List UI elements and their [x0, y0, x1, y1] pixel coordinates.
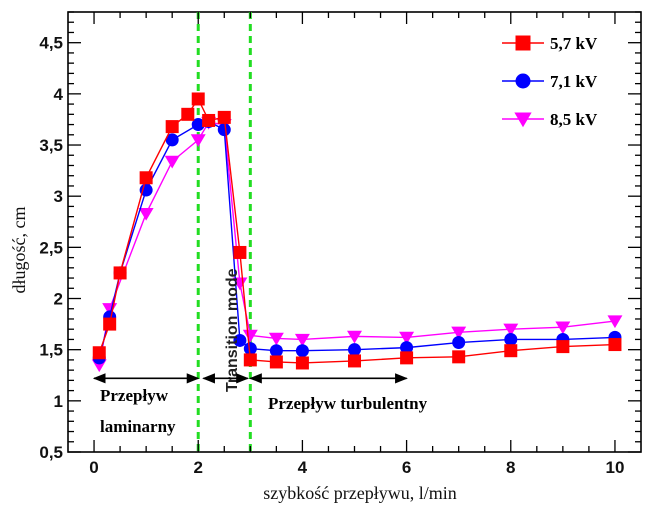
- data-point: [607, 315, 623, 329]
- data-point: [504, 332, 518, 346]
- data-point: [503, 323, 519, 337]
- x-tick-label: 4: [298, 458, 308, 477]
- series-line: [98, 120, 615, 359]
- legend-marker: [515, 73, 531, 89]
- y-axis-title: długość, cm: [9, 207, 29, 294]
- legend: 5,7 kV 7,1 kV 8,5 kV: [502, 34, 598, 129]
- axis-ticks: 0 2 4 6 8 10 0,5 1 1,5 2 2,5 3 3,5 4 4,5: [39, 11, 641, 477]
- y-tick-label: 3,5: [39, 136, 63, 155]
- y-tick-label: 2,5: [39, 238, 63, 257]
- data-point: [217, 123, 231, 137]
- legend-label: 5,7 kV: [550, 34, 598, 53]
- x-tick-label: 6: [402, 458, 411, 477]
- data-point: [103, 317, 117, 331]
- data-point: [348, 354, 361, 368]
- data-point: [400, 351, 414, 365]
- data-point: [399, 331, 415, 345]
- x-tick-label: 10: [605, 458, 624, 477]
- data-point: [233, 245, 247, 259]
- data-point: [190, 134, 206, 148]
- x-axis-title: szybkość przepływu, l/min: [263, 483, 456, 503]
- y-tick-label: 2: [54, 290, 63, 309]
- data-point: [181, 107, 195, 121]
- x-tick-label: 2: [193, 458, 202, 477]
- y-tick-label: 3: [54, 187, 63, 206]
- data-point: [348, 343, 361, 357]
- data-point: [556, 340, 570, 354]
- data-point: [269, 355, 283, 369]
- annotation-turbulent: Przepływ turbulentny: [268, 394, 428, 413]
- series-0: [92, 92, 622, 370]
- series-layer: [91, 92, 623, 373]
- y-tick-label: 4,5: [39, 34, 63, 53]
- data-point: [243, 342, 257, 356]
- annotation-transition: Transition mode: [224, 268, 241, 392]
- data-point: [138, 207, 154, 221]
- series-2: [91, 116, 623, 373]
- x-tick-label: 8: [506, 458, 515, 477]
- data-point: [452, 336, 466, 350]
- annotation-laminar-line2: laminarny: [100, 417, 176, 436]
- data-point: [139, 183, 153, 197]
- x-tick-label: 0: [89, 458, 98, 477]
- data-point: [555, 321, 571, 335]
- data-point: [269, 344, 283, 358]
- data-point: [294, 333, 310, 347]
- series-1: [92, 114, 622, 365]
- data-point: [202, 113, 216, 127]
- data-point: [165, 133, 179, 147]
- legend-label: 8,5 kV: [550, 110, 598, 129]
- data-point: [608, 338, 622, 352]
- annotation-laminar-line1: Przepływ: [100, 386, 169, 405]
- y-tick-label: 0,5: [39, 443, 63, 462]
- data-point: [139, 171, 153, 185]
- data-point: [295, 356, 309, 370]
- data-point: [295, 344, 309, 358]
- data-point: [113, 266, 127, 280]
- data-point: [217, 110, 231, 124]
- data-point: [165, 120, 179, 134]
- data-point: [242, 329, 258, 343]
- data-point: [400, 341, 414, 355]
- data-point: [233, 333, 247, 347]
- legend-marker: [515, 35, 531, 51]
- legend-marker: [514, 112, 532, 128]
- data-point: [452, 350, 466, 364]
- data-point: [347, 330, 362, 344]
- data-point: [504, 344, 518, 358]
- legend-label: 7,1 kV: [550, 72, 598, 91]
- data-point: [451, 326, 467, 340]
- data-point: [191, 118, 205, 132]
- data-point: [191, 92, 205, 106]
- data-point: [164, 155, 180, 169]
- y-tick-label: 1,5: [39, 341, 63, 360]
- annotations: Przepływ laminarny Transition mode Przep…: [92, 268, 428, 436]
- data-point: [92, 346, 106, 360]
- data-point: [243, 353, 257, 367]
- y-tick-label: 1: [54, 392, 63, 411]
- data-point: [268, 332, 284, 346]
- y-tick-label: 4: [54, 85, 64, 104]
